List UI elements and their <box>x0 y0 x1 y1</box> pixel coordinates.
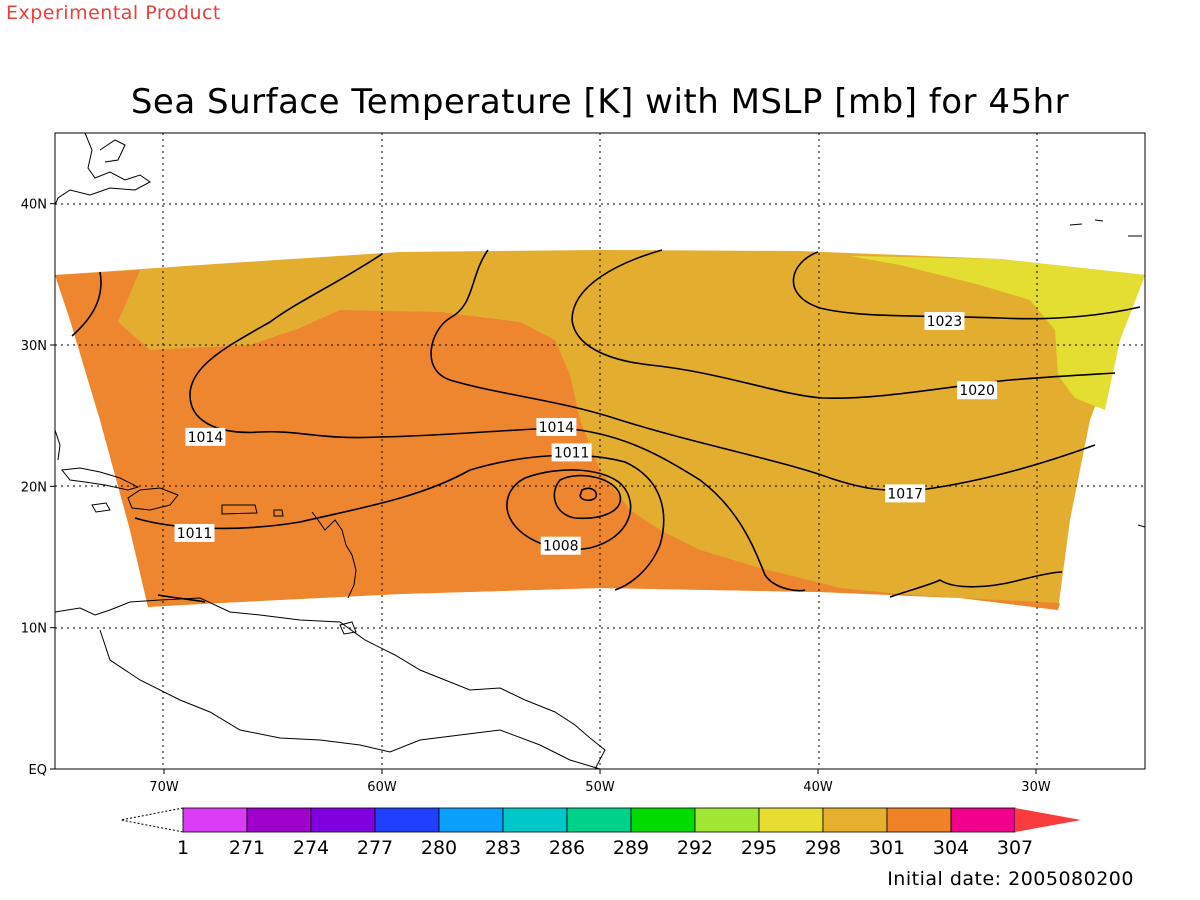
colorbar-swatch <box>950 807 1016 833</box>
lat-tick-label: 30N <box>21 339 47 354</box>
colorbar-swatch <box>630 807 696 833</box>
hispaniola-coast <box>127 487 179 511</box>
isobar-1008 <box>506 469 632 551</box>
colorbar-label: 277 <box>357 837 393 859</box>
isobar-1011-small <box>157 594 206 603</box>
virgin-islands-coast <box>273 509 284 517</box>
lon-tick-label: 30W <box>1021 780 1051 795</box>
north-america-coast <box>55 133 151 206</box>
sst-region-304 <box>55 270 1060 610</box>
colorbar-label: 1 <box>177 837 189 859</box>
colorbar-label: 274 <box>293 837 329 859</box>
lon-tick-label: 40W <box>803 780 833 795</box>
colorbar-swatch <box>694 807 760 833</box>
isobar-label-bg <box>924 311 965 330</box>
experimental-product-label: Experimental Product <box>6 2 221 24</box>
isobar-1020 <box>571 249 1116 399</box>
colorbar-high-arrow <box>1015 808 1081 832</box>
colorbar-swatch <box>566 807 632 833</box>
colorbar-label: 283 <box>485 837 521 859</box>
south-america-inland-border <box>99 629 601 769</box>
colorbar-label: 301 <box>869 837 905 859</box>
lon-tick-label: 50W <box>585 780 615 795</box>
colorbar-swatch <box>438 807 504 833</box>
mslp-isobars <box>71 249 1141 603</box>
lat-tick-label: 10N <box>21 622 47 637</box>
isobar-label-bg <box>174 523 215 542</box>
colorbar-label: 304 <box>933 837 969 859</box>
colorbar-label: 286 <box>549 837 585 859</box>
nova-scotia-coast <box>99 139 126 163</box>
isobar-label: 1011 <box>177 526 213 542</box>
colorbar-swatch <box>758 807 824 833</box>
south-america-coast <box>55 597 606 769</box>
isobar-label-bg <box>536 417 577 436</box>
isobar-1017-west <box>71 271 102 337</box>
colorbar-label: 280 <box>421 837 457 859</box>
isobar-label: 1011 <box>554 445 590 461</box>
trinidad-coast <box>339 621 357 635</box>
colorbar-swatch <box>182 807 248 833</box>
isobar-label: 1023 <box>927 314 963 330</box>
lon-tick-label: 70W <box>149 780 179 795</box>
colorbar: 1 271 274 277 280 283 286 289 292 295 298 301 304 307 <box>120 807 1081 859</box>
isobar-label: 1020 <box>959 383 995 399</box>
florida-coast <box>55 429 61 461</box>
colorbar-swatch <box>502 807 568 833</box>
sst-field <box>55 250 1145 610</box>
initial-date: Initial date: 2005080200 <box>887 868 1134 890</box>
lesser-antilles-coast <box>311 511 357 599</box>
isobar-label: 1008 <box>543 539 579 555</box>
colorbar-swatch <box>246 807 312 833</box>
lat-tick-label: EQ <box>29 763 47 778</box>
colorbar-swatch <box>310 807 376 833</box>
isobar-1014 <box>189 253 806 592</box>
isobar-1023 <box>792 251 1141 320</box>
axis-ticks: EQ 10N 20N 30N 40N 70W 60W 50W 40W 30W <box>21 198 1051 795</box>
isobar-label: 1014 <box>188 430 224 446</box>
sst-region-298 <box>850 256 1145 410</box>
isobar-label-bg <box>551 443 592 462</box>
colorbar-label: 298 <box>805 837 841 859</box>
colorbar-label: 295 <box>741 837 777 859</box>
isobar-labels: 1023 1020 1017 1014 1014 1011 1011 1008 <box>174 311 998 555</box>
grid-lines <box>55 133 1145 769</box>
isobar-1005 <box>553 474 622 520</box>
colorbar-swatch <box>822 807 888 833</box>
isobar-label-bg <box>185 427 226 446</box>
lon-tick-label: 60W <box>367 780 397 795</box>
coastlines <box>55 133 1145 769</box>
azores-islands <box>1069 219 1142 237</box>
puerto-rico-coast <box>221 504 258 515</box>
isobar-label-bg <box>540 536 581 555</box>
colorbar-label: 292 <box>677 837 713 859</box>
map-title: Sea Surface Temperature [K] with MSLP [m… <box>130 82 1070 122</box>
isobar-1014-east <box>889 571 1063 598</box>
isobar-1011 <box>134 454 665 591</box>
isobar-label: 1014 <box>539 420 575 436</box>
lat-tick-label: 40N <box>21 198 47 213</box>
isobar-1017 <box>430 249 1096 492</box>
colorbar-low-arrow <box>120 807 184 833</box>
cape-verde-islands <box>1137 524 1145 528</box>
colorbar-label: 271 <box>229 837 265 859</box>
isobar-label-bg <box>957 381 998 400</box>
isobar-1002 <box>579 487 598 502</box>
colorbar-label: 289 <box>613 837 649 859</box>
colorbar-swatch <box>374 807 440 833</box>
jamaica-coast <box>91 502 111 513</box>
isobar-label: 1017 <box>887 486 923 502</box>
lat-tick-label: 20N <box>21 480 47 495</box>
colorbar-label: 307 <box>997 837 1033 859</box>
isobar-label-bg <box>885 484 926 503</box>
cuba-coast <box>61 467 140 491</box>
colorbar-swatch <box>886 807 952 833</box>
